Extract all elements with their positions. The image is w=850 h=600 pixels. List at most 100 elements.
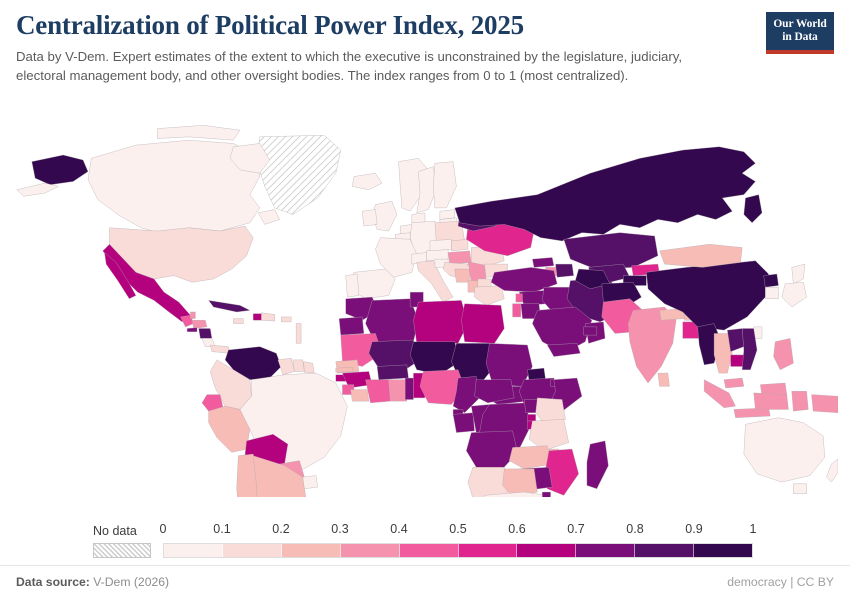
country-uruguay[interactable]: [303, 476, 318, 489]
country-denmark[interactable]: [412, 213, 425, 223]
country-kazakhstan[interactable]: [564, 233, 658, 269]
legend-bin-7[interactable]: [576, 544, 636, 557]
country-french-guiana[interactable]: [304, 362, 315, 374]
country-finland[interactable]: [433, 162, 456, 208]
country-japan[interactable]: [792, 264, 805, 284]
country-indonesia-sulawesi[interactable]: [792, 391, 809, 411]
country-ireland[interactable]: [362, 210, 377, 227]
country-russia[interactable]: [455, 147, 756, 241]
owid-logo[interactable]: Our World in Data: [766, 12, 834, 54]
country-central-african-republic[interactable]: [475, 380, 515, 403]
country-turkmenistan[interactable]: [575, 269, 610, 289]
country-sweden[interactable]: [417, 167, 437, 213]
country-liberia[interactable]: [351, 390, 369, 402]
country-new-zealand[interactable]: [826, 459, 838, 482]
country-tanzania[interactable]: [529, 419, 569, 450]
legend-bin-3[interactable]: [340, 544, 400, 557]
country-dominican-republic[interactable]: [261, 313, 274, 321]
country-ivory-coast[interactable]: [366, 380, 391, 403]
country-suriname[interactable]: [293, 360, 305, 372]
country-togo[interactable]: [405, 378, 413, 399]
country-lesser-antilles[interactable]: [296, 324, 301, 344]
country-papua-new-guinea[interactable]: [812, 395, 838, 413]
country-belize[interactable]: [190, 312, 195, 319]
country-mauritania[interactable]: [341, 333, 382, 366]
country-france[interactable]: [375, 238, 416, 278]
country-south-africa[interactable]: [480, 492, 548, 497]
country-alaska-aleutians[interactable]: [17, 183, 58, 196]
country-nigeria[interactable]: [420, 370, 465, 405]
country-tasmania[interactable]: [793, 484, 806, 494]
country-yemen[interactable]: [547, 343, 580, 356]
country-el-salvador[interactable]: [187, 328, 197, 332]
country-greenland[interactable]: [256, 135, 340, 214]
country-haiti[interactable]: [253, 314, 261, 321]
legend-bin-1[interactable]: [222, 544, 282, 557]
country-puerto-rico[interactable]: [281, 317, 291, 322]
country-czechia[interactable]: [430, 239, 451, 251]
country-bosnia[interactable]: [455, 269, 470, 282]
country-russia-kamchatka[interactable]: [744, 195, 762, 223]
country-panama[interactable]: [210, 345, 230, 353]
world-choropleth-map[interactable]: [12, 122, 838, 497]
country-cuba[interactable]: [209, 300, 250, 312]
country-philippines[interactable]: [774, 338, 794, 369]
country-portugal[interactable]: [346, 274, 359, 297]
country-south-korea[interactable]: [765, 287, 778, 299]
country-mexico-baja[interactable]: [105, 253, 136, 299]
country-argentina[interactable]: [253, 456, 306, 497]
country-gabon[interactable]: [453, 413, 474, 433]
country-gambia[interactable]: [336, 367, 353, 372]
country-canada-arctic-islands[interactable]: [157, 125, 240, 140]
country-north-korea[interactable]: [764, 274, 779, 287]
country-egypt[interactable]: [461, 304, 504, 344]
country-canada-baffin[interactable]: [230, 143, 270, 173]
country-angola[interactable]: [466, 431, 517, 469]
country-azerbaijan[interactable]: [556, 264, 574, 277]
country-canada-newfoundland[interactable]: [258, 210, 279, 225]
country-hungary[interactable]: [448, 251, 471, 264]
country-estonia[interactable]: [440, 210, 455, 220]
country-iceland[interactable]: [352, 173, 382, 190]
country-zambia[interactable]: [509, 446, 552, 469]
legend-bin-4[interactable]: [399, 544, 459, 557]
country-madagascar[interactable]: [587, 441, 608, 489]
country-namibia[interactable]: [468, 467, 508, 497]
country-canada[interactable]: [88, 140, 260, 234]
country-uae[interactable]: [584, 327, 597, 335]
country-libya[interactable]: [413, 300, 468, 343]
country-australia[interactable]: [744, 418, 825, 482]
legend-bin-0[interactable]: [164, 544, 223, 557]
country-vietnam[interactable]: [742, 328, 757, 369]
country-greece[interactable]: [475, 286, 505, 306]
country-honduras[interactable]: [192, 320, 207, 328]
country-indonesia-borneo[interactable]: [754, 393, 789, 410]
country-malaysia[interactable]: [724, 378, 744, 388]
country-indonesia-sumatra[interactable]: [704, 380, 735, 408]
country-alaska[interactable]: [32, 155, 88, 185]
legend-bin-5[interactable]: [458, 544, 518, 557]
legend-bin-9[interactable]: [694, 544, 753, 557]
country-rwanda[interactable]: [527, 414, 535, 421]
country-western-sahara[interactable]: [339, 317, 364, 335]
legend-bin-6[interactable]: [517, 544, 577, 557]
country-sri-lanka[interactable]: [658, 373, 670, 386]
country-burkina-faso[interactable]: [377, 365, 408, 380]
country-jamaica[interactable]: [233, 319, 243, 324]
legend-bin-2[interactable]: [281, 544, 341, 557]
country-lebanon[interactable]: [516, 294, 523, 302]
country-eswatini[interactable]: [542, 492, 550, 497]
country-georgia[interactable]: [532, 257, 553, 267]
legend-bin-8[interactable]: [635, 544, 695, 557]
country-north-macedonia[interactable]: [478, 279, 491, 287]
country-mozambique[interactable]: [546, 449, 579, 495]
country-japan-honshu[interactable]: [782, 282, 807, 307]
legend-no-data-swatch[interactable]: [93, 543, 151, 558]
country-nicaragua[interactable]: [199, 328, 212, 338]
country-ghana[interactable]: [389, 380, 407, 401]
country-guyana[interactable]: [278, 358, 295, 375]
country-slovakia[interactable]: [451, 239, 468, 251]
legend-color-ramp[interactable]: [163, 543, 753, 558]
country-mongolia[interactable]: [660, 244, 743, 267]
country-cameroon[interactable]: [453, 376, 479, 412]
